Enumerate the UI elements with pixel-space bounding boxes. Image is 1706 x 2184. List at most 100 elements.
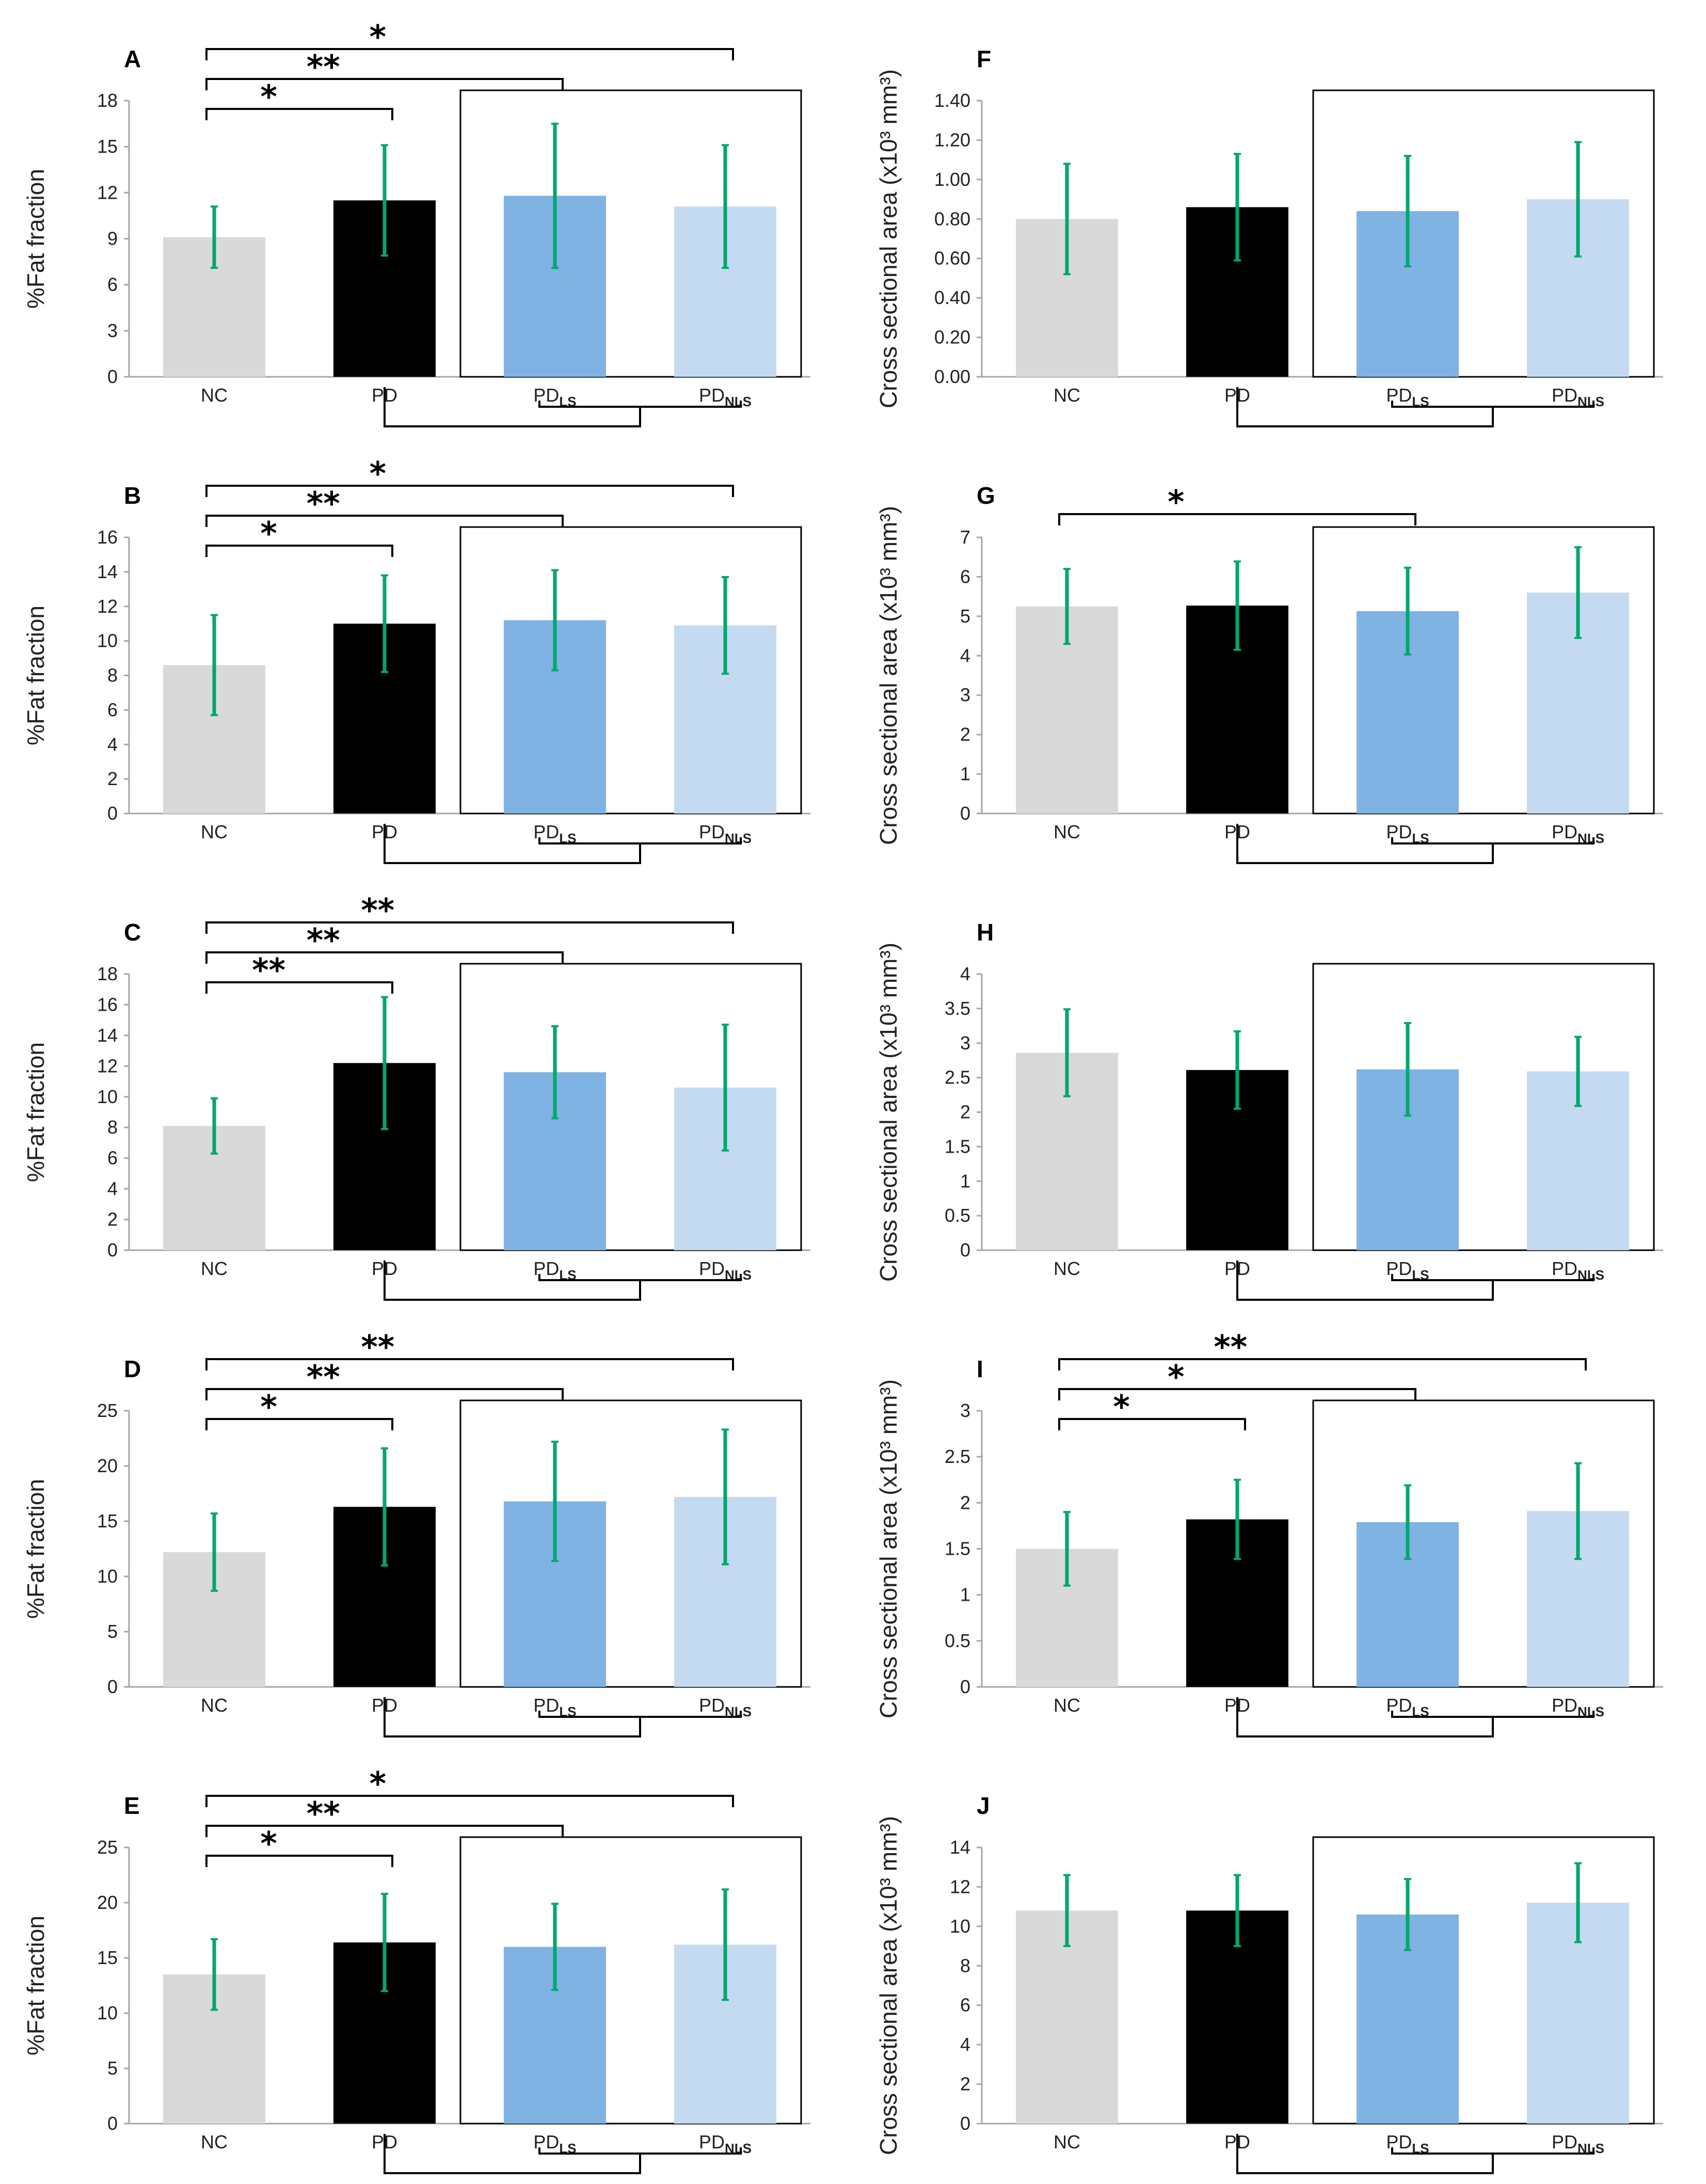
y-tick-label: 8 xyxy=(107,1117,118,1138)
y-tick-label: 18 xyxy=(97,90,118,111)
x-tick-label-base: NC xyxy=(1054,385,1080,406)
x-tick-label-base: PD xyxy=(699,821,725,842)
x-tick-label: PDNLS xyxy=(1552,821,1604,846)
significance-bracket xyxy=(205,981,393,994)
significance-label: * xyxy=(1168,1358,1184,1396)
significance-label: ** xyxy=(361,1328,394,1366)
significance-bracket xyxy=(205,108,393,120)
chart-svg: I Cross sectional area (x10³ mm³) 0 0.5 1 1.5… xyxy=(875,1328,1663,1737)
chart-panel-d: D %Fat fraction 0 5 10 15 20 25 NC PD PDLS PDNLS * **… xyxy=(0,1310,852,1747)
y-tick-label: 2 xyxy=(960,1102,970,1123)
y-tick-label: 15 xyxy=(97,1510,118,1532)
x-tick-label-base: PD xyxy=(1386,385,1412,406)
x-tick-label-base: PD xyxy=(533,2131,559,2153)
chart-panel-e: E %Fat fraction 0 5 10 15 20 25 NC PD PDLS PDNLS * **… xyxy=(0,1747,852,2183)
x-tick-label-base: PD xyxy=(1552,385,1577,406)
y-tick-label: 0 xyxy=(960,803,970,824)
y-tick-label: 0.20 xyxy=(934,327,970,348)
y-tick-label: 0.00 xyxy=(934,366,970,387)
x-tick-label: PDLS xyxy=(1386,1695,1429,1719)
y-tick-label: 16 xyxy=(97,527,118,548)
chart-svg: F Cross sectional area (x10³ mm³) 0.00 0.20… xyxy=(875,45,1663,427)
significance-label: ** xyxy=(307,485,340,522)
y-tick-label: 9 xyxy=(107,228,118,249)
significance-label: ** xyxy=(307,921,340,959)
y-tick-label: 4 xyxy=(107,1178,118,1199)
significance-bracket xyxy=(205,545,393,557)
chart-panel-a: A %Fat fraction 0 3 6 9 12 15 18 NC PD PDLS PDNLS * **… xyxy=(0,0,852,437)
y-tick-label: 2 xyxy=(107,1209,118,1230)
x-tick-label-base: PD xyxy=(533,385,559,406)
y-tick-label: 0.5 xyxy=(945,1630,970,1651)
group-bracket xyxy=(384,1697,641,1737)
x-tick-label-base: NC xyxy=(201,821,228,842)
y-tick-label: 14 xyxy=(950,1837,970,1858)
significance-bracket xyxy=(205,1418,393,1430)
significance-bracket xyxy=(1058,1388,1416,1400)
y-tick-label: 15 xyxy=(97,136,118,157)
y-tick-label: 6 xyxy=(107,1147,118,1169)
x-tick-label: NC xyxy=(1054,2131,1080,2153)
significance-label: ** xyxy=(307,1358,340,1396)
x-tick-label-base: NC xyxy=(201,1695,228,1716)
x-tick-label-base: PD xyxy=(533,1695,559,1716)
chart-panel-g: G Cross sectional area (x10³ mm³) 0 1 2 3 4 5 6 7… xyxy=(853,437,1704,873)
chart-panel-h: H Cross sectional area (x10³ mm³) 0 0.5 1 1.5… xyxy=(853,873,1704,1310)
significance-label: * xyxy=(260,1388,277,1426)
y-tick-label: 10 xyxy=(950,1916,970,1937)
significance-bracket xyxy=(205,1825,564,1837)
x-tick-label-base: PD xyxy=(1386,821,1412,842)
y-axis-label: Cross sectional area (x10³ mm³) xyxy=(875,1379,902,1718)
significance-label: * xyxy=(1113,1388,1129,1426)
panel-letter: G xyxy=(977,482,995,509)
x-tick-label-base: NC xyxy=(1054,2131,1080,2153)
significance-label: ** xyxy=(361,891,394,929)
x-tick-label-base: PD xyxy=(699,385,725,406)
x-tick-label-base: PD xyxy=(1386,1258,1412,1279)
subgroup-frame xyxy=(1312,963,1655,1251)
y-tick-label: 0 xyxy=(107,803,118,824)
y-axis-label: Cross sectional area (x10³ mm³) xyxy=(875,506,902,845)
significance-label: ** xyxy=(252,951,285,989)
significance-bracket xyxy=(205,1855,393,1867)
y-tick-label: 0 xyxy=(107,1676,118,1697)
significance-bracket xyxy=(205,78,564,90)
group-bracket xyxy=(1236,2134,1494,2174)
subgroup-frame xyxy=(459,89,802,378)
subgroup-frame xyxy=(459,526,802,815)
y-tick-label: 7 xyxy=(960,527,970,548)
significance-bracket xyxy=(1058,1418,1246,1430)
group-bracket xyxy=(1236,1697,1494,1737)
x-tick-label: PDNLS xyxy=(699,1258,752,1283)
x-tick-label-base: NC xyxy=(201,1258,228,1279)
y-tick-label: 6 xyxy=(960,1995,970,2016)
y-tick-label: 4 xyxy=(960,645,970,666)
x-tick-label: NC xyxy=(1054,821,1080,842)
y-tick-label: 0.60 xyxy=(934,248,970,269)
y-tick-label: 14 xyxy=(97,1025,118,1046)
group-bracket xyxy=(384,1261,641,1301)
y-tick-label: 0.5 xyxy=(945,1205,970,1226)
chart-panel-i: I Cross sectional area (x10³ mm³) 0 0.5 1 1.5… xyxy=(853,1310,1704,1747)
x-tick-label-base: PD xyxy=(1552,1258,1577,1279)
x-tick-label: PDNLS xyxy=(1552,1695,1604,1719)
chart-svg: H Cross sectional area (x10³ mm³) 0 0.5 1 1.5… xyxy=(875,919,1663,1301)
x-tick-label-base: PD xyxy=(1552,821,1577,842)
x-tick-label: PDNLS xyxy=(699,1695,752,1719)
panel-letter: H xyxy=(977,919,994,946)
y-tick-label: 2.5 xyxy=(945,1067,970,1088)
panel-letter: D xyxy=(124,1356,141,1382)
x-tick-label-base: NC xyxy=(1054,1695,1080,1716)
x-tick-label: NC xyxy=(201,1258,228,1279)
x-tick-label-base: NC xyxy=(201,2131,228,2153)
y-tick-label: 0 xyxy=(107,366,118,387)
x-tick-label: NC xyxy=(201,821,228,842)
group-bracket xyxy=(384,2134,641,2174)
y-tick-label: 8 xyxy=(107,665,118,686)
subgroup-frame xyxy=(1312,1836,1655,2125)
x-tick-label-base: PD xyxy=(699,1258,725,1279)
y-tick-label: 1 xyxy=(960,1170,970,1191)
y-tick-label: 6 xyxy=(107,699,118,720)
